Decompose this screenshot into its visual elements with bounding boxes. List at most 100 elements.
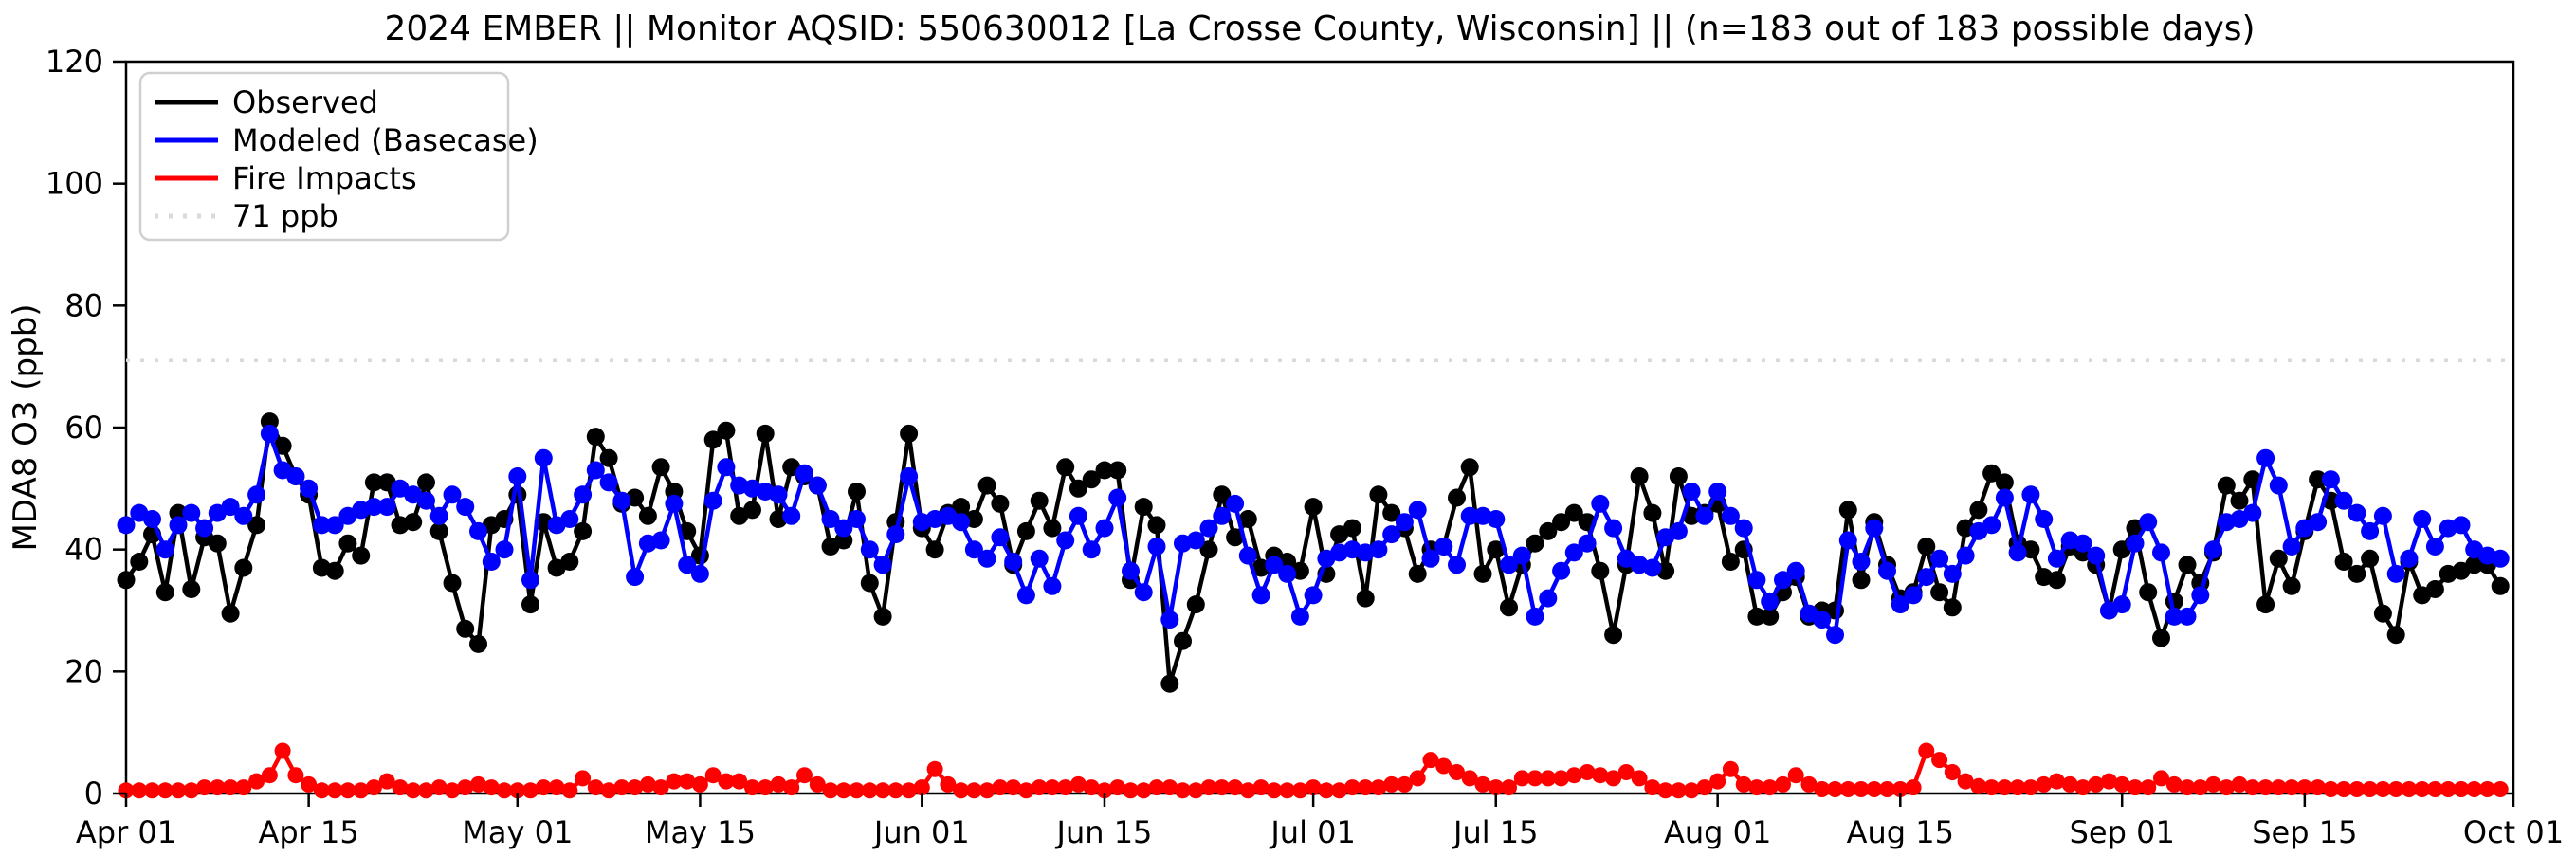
data-point (756, 424, 775, 443)
data-point (1251, 586, 1270, 605)
data-point (1956, 546, 1975, 565)
data-point (2362, 781, 2379, 797)
y-tick-label: 80 (64, 287, 103, 323)
data-point (561, 782, 578, 799)
data-point (469, 521, 487, 540)
x-tick-label: Apr 15 (259, 814, 359, 850)
data-point (1290, 607, 1309, 626)
data-point (2244, 779, 2261, 796)
data-point (2047, 571, 2066, 590)
data-point (155, 540, 174, 559)
data-point (1278, 564, 1297, 583)
data-point (2335, 781, 2352, 797)
data-point (496, 782, 513, 799)
data-point (1095, 519, 1114, 538)
data-point (1408, 501, 1427, 520)
data-point (977, 476, 996, 495)
x-tick-label: Jul 01 (1269, 814, 1356, 850)
data-point (1826, 626, 1844, 645)
data-point (1082, 540, 1101, 559)
data-point (1082, 470, 1101, 489)
data-point (1578, 534, 1597, 553)
data-point (560, 510, 579, 528)
data-point (1448, 488, 1466, 507)
data-point (822, 782, 839, 799)
data-point (1970, 777, 1987, 794)
data-point (1943, 564, 1962, 583)
data-point (2139, 583, 2158, 602)
data-point (1331, 782, 1348, 799)
data-point (1056, 458, 1075, 477)
data-point (809, 775, 826, 793)
data-point (222, 779, 239, 796)
data-point (1095, 461, 1114, 480)
data-point (1175, 782, 1191, 799)
data-point (364, 498, 383, 517)
data-point (2127, 779, 2144, 796)
data-point (925, 540, 944, 559)
data-point (1669, 521, 1688, 540)
data-point (626, 568, 645, 587)
x-tick-label: Aug 15 (1847, 814, 1954, 850)
data-point (1838, 531, 1857, 550)
data-point (1449, 764, 1465, 780)
data-point (2425, 538, 2444, 556)
data-point (1540, 770, 1557, 787)
data-point (834, 519, 853, 538)
data-point (2334, 491, 2353, 510)
data-point (848, 483, 866, 501)
chart-title: 2024 EMBER || Monitor AQSID: 550630012 [… (384, 9, 2255, 48)
data-point (1591, 494, 1610, 513)
data-point (1747, 571, 1766, 590)
data-point (1526, 607, 1544, 626)
data-point (2061, 775, 2078, 793)
data-point (182, 580, 201, 598)
data-point (1305, 779, 1322, 796)
data-point (509, 782, 526, 799)
data-point (287, 767, 304, 784)
data-point (521, 571, 539, 590)
data-point (470, 775, 486, 793)
data-point (522, 782, 539, 799)
data-point (418, 782, 434, 799)
data-point (325, 516, 344, 535)
data-point (1982, 516, 2001, 535)
data-point (1644, 779, 1661, 796)
data-point (1186, 531, 1205, 550)
data-point (1683, 782, 1700, 799)
data-point (2400, 549, 2419, 568)
data-point (313, 782, 330, 799)
data-point (183, 782, 200, 799)
data-point (2152, 543, 2170, 562)
data-point (808, 476, 827, 495)
data-point (1343, 519, 1361, 538)
data-point (848, 510, 866, 528)
y-tick-label: 100 (46, 166, 103, 202)
data-point (1995, 473, 2014, 492)
data-point (2283, 779, 2300, 796)
data-point (1356, 589, 1375, 608)
data-point (1500, 598, 1518, 617)
data-point (651, 458, 670, 477)
data-point (1813, 611, 1832, 629)
data-point (613, 779, 630, 796)
data-point (586, 461, 605, 480)
data-point (952, 498, 971, 517)
data-point (221, 498, 240, 517)
data-point (2413, 510, 2432, 528)
data-point (1564, 543, 1583, 562)
series-modeled-basecase- (117, 424, 2510, 645)
data-point (273, 436, 292, 455)
data-point (769, 485, 788, 504)
data-point (2348, 781, 2366, 797)
data-point (1238, 510, 1257, 528)
data-point (2205, 775, 2221, 793)
data-point (2387, 781, 2404, 797)
data-point (312, 516, 331, 535)
data-point (1761, 592, 1780, 611)
data-point (2310, 779, 2327, 796)
data-point (1069, 775, 1087, 793)
data-point (2112, 595, 2131, 614)
